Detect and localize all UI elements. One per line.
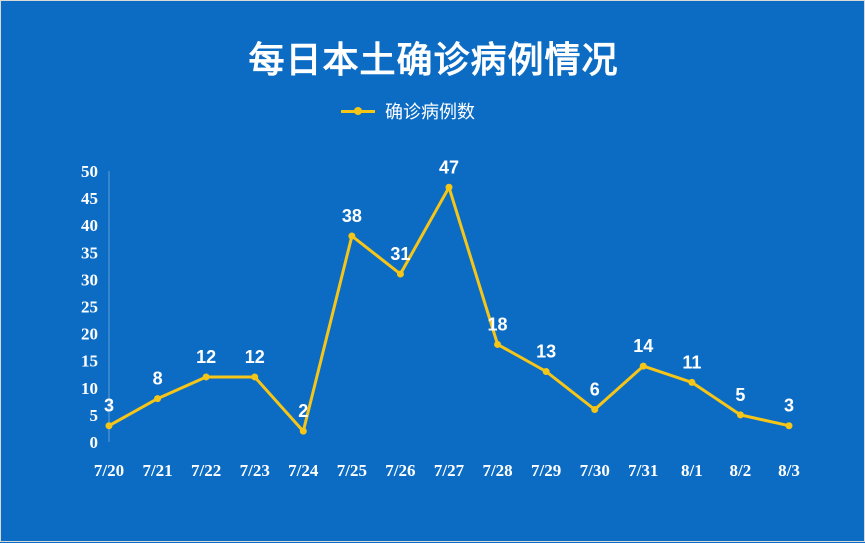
y-tick-label: 40 (81, 216, 98, 235)
x-tick-label: 8/3 (778, 461, 800, 480)
x-tick-label: 7/25 (337, 461, 367, 480)
x-tick-label: 7/28 (482, 461, 512, 480)
x-tick-label: 7/31 (628, 461, 658, 480)
chart-title: 每日本土确诊病例情况 (248, 40, 619, 81)
y-tick-label: 30 (81, 270, 98, 289)
x-tick-label: 7/27 (434, 461, 465, 480)
data-label: 14 (633, 336, 653, 356)
data-point (348, 232, 356, 240)
data-point (251, 373, 259, 381)
data-label: 11 (682, 352, 701, 372)
data-label: 6 (590, 379, 600, 399)
data-point (202, 373, 210, 381)
data-point (154, 395, 162, 403)
x-tick-label: 7/26 (385, 461, 415, 480)
x-tick-label: 7/20 (94, 461, 124, 480)
x-tick-label: 7/24 (288, 461, 319, 480)
data-label: 3 (784, 396, 794, 416)
y-tick-label: 5 (90, 406, 99, 425)
data-point (445, 183, 453, 191)
x-tick-label: 7/29 (531, 461, 561, 480)
y-tick-label: 10 (81, 379, 98, 398)
data-label: 2 (298, 401, 308, 421)
legend: 确诊病例数 (341, 99, 475, 123)
data-point (688, 378, 696, 386)
x-tick-label: 8/1 (681, 461, 703, 480)
data-label: 5 (735, 385, 745, 405)
x-tick-label: 8/2 (730, 461, 752, 480)
data-label: 38 (342, 206, 362, 226)
data-label: 12 (245, 347, 265, 367)
y-tick-label: 35 (81, 243, 98, 262)
y-tick-label: 45 (81, 189, 98, 208)
legend-line-marker-icon (341, 106, 375, 115)
y-tick-label: 50 (81, 162, 98, 181)
data-point (494, 340, 502, 348)
y-tick-label: 20 (81, 325, 98, 344)
y-tick-label: 0 (90, 433, 99, 452)
data-point (299, 427, 307, 435)
data-label: 12 (196, 347, 216, 367)
x-tick-label: 7/23 (240, 461, 270, 480)
data-point (736, 411, 744, 419)
data-point (639, 362, 647, 370)
data-label: 18 (488, 314, 508, 334)
data-label: 3 (104, 396, 114, 416)
data-point (785, 422, 793, 430)
data-point (396, 270, 404, 278)
legend-label: 确诊病例数 (385, 102, 475, 123)
data-label: 8 (153, 369, 163, 389)
x-tick-label: 7/22 (191, 461, 221, 480)
y-tick-label: 15 (81, 352, 98, 371)
data-point (591, 405, 599, 413)
y-tick-label: 25 (81, 298, 98, 317)
data-point (542, 368, 550, 376)
data-label: 31 (390, 244, 410, 264)
data-label: 13 (536, 342, 556, 362)
data-point (105, 422, 113, 430)
series-line (108, 185, 790, 433)
data-label: 47 (439, 157, 459, 177)
x-tick-label: 7/30 (580, 461, 610, 480)
x-tick-label: 7/21 (142, 461, 172, 480)
